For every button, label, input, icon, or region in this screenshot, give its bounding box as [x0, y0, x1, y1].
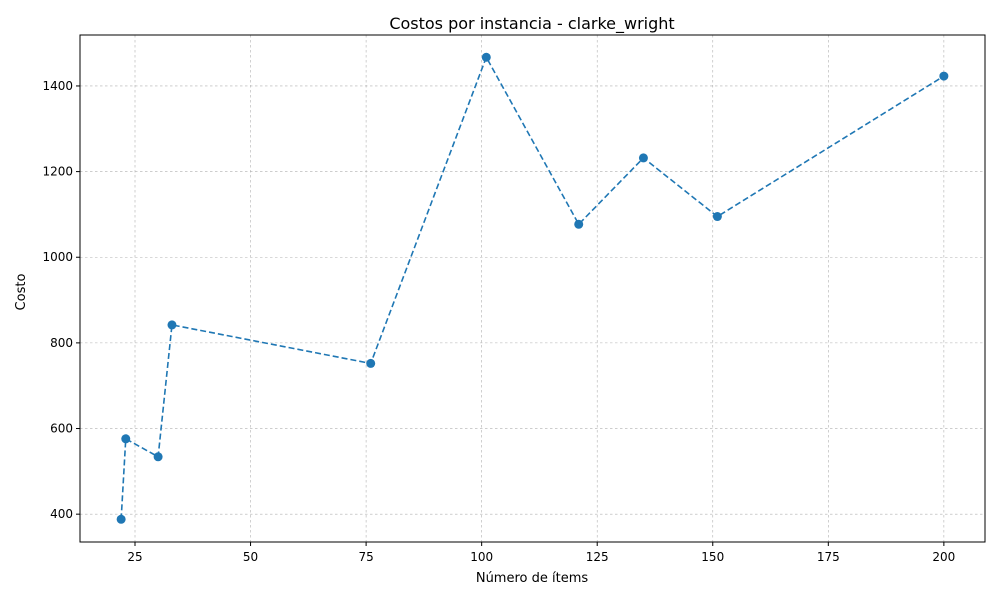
- x-tick-label: 125: [586, 550, 609, 564]
- data-point: [116, 514, 126, 524]
- axes: [79, 34, 986, 543]
- x-axis-label: Número de ítems: [476, 571, 589, 586]
- ticks: 25 50 75 100 125 150 175 200 400 600 800 1000 1200 14…: [42, 79, 955, 564]
- data-point: [638, 153, 648, 163]
- y-tick-label: 1200: [42, 165, 73, 179]
- data-point: [574, 219, 584, 229]
- plot-frame: [79, 34, 986, 543]
- series: [116, 52, 949, 524]
- data-point: [153, 452, 163, 462]
- y-axis-label: Costo: [14, 274, 29, 311]
- y-tick-label: 600: [50, 422, 73, 436]
- y-tick-label: 400: [50, 507, 73, 521]
- x-tick-label: 50: [243, 550, 258, 564]
- x-tick-label: 200: [932, 550, 955, 564]
- data-point: [481, 52, 491, 62]
- data-point: [121, 434, 131, 444]
- chart-title: Costos por instancia - clarke_wright: [389, 14, 674, 34]
- x-tick-label: 75: [358, 550, 373, 564]
- y-tick-label: 800: [50, 336, 73, 350]
- x-tick-label: 175: [817, 550, 840, 564]
- x-tick-label: 25: [127, 550, 142, 564]
- y-tick-label: 1000: [42, 250, 73, 264]
- x-tick-label: 100: [470, 550, 493, 564]
- grid: [80, 35, 985, 542]
- data-point: [712, 212, 722, 222]
- x-tick-label: 150: [701, 550, 724, 564]
- data-point: [167, 320, 177, 330]
- series-line: [120, 55, 945, 520]
- data-point: [939, 71, 949, 81]
- y-tick-label: 1400: [42, 79, 73, 93]
- data-point: [366, 358, 376, 368]
